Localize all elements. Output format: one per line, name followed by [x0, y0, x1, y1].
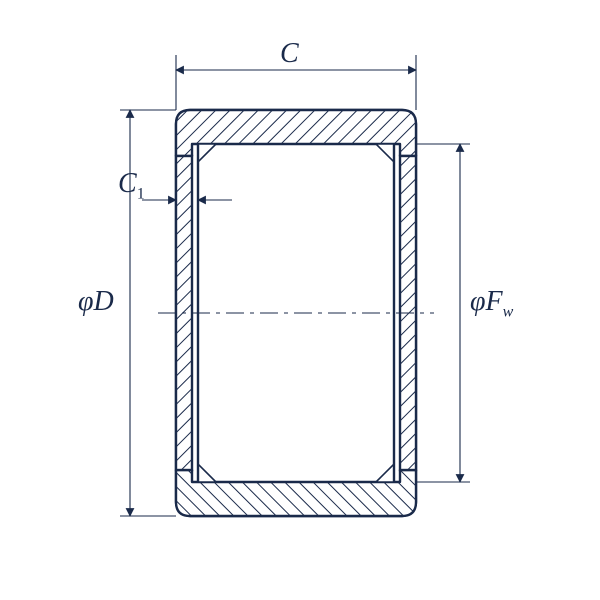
label-C: C	[280, 38, 299, 70]
label-Fw: φFw	[470, 286, 513, 322]
label-C1: C1	[118, 168, 145, 204]
bearing-geometry	[158, 110, 434, 516]
label-D: φD	[78, 286, 114, 318]
